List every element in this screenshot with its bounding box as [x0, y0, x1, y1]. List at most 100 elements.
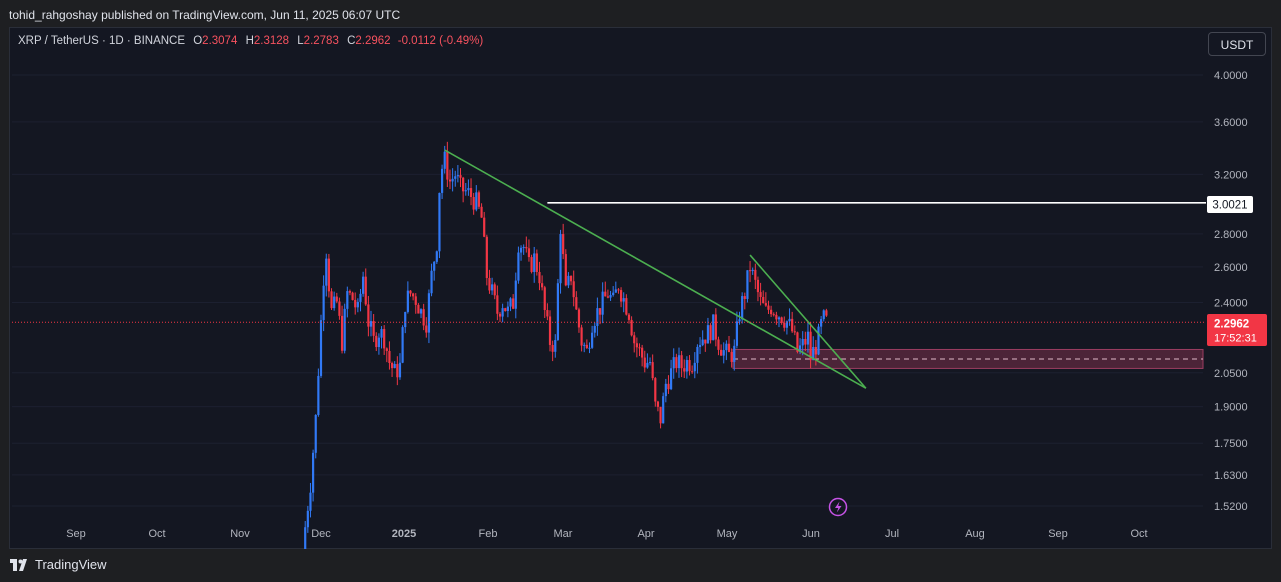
candle-body — [754, 269, 757, 280]
candle-body — [527, 248, 531, 258]
candle-body — [525, 246, 528, 249]
candle-body — [651, 362, 654, 379]
candle-body — [564, 254, 567, 286]
brand[interactable]: TradingView — [10, 557, 107, 572]
candle-body — [354, 299, 357, 308]
candle-body — [427, 293, 431, 333]
candle-body — [356, 301, 359, 308]
candle-body — [791, 318, 794, 332]
x-tick-label: Jun — [802, 528, 820, 540]
candle-body — [369, 321, 373, 327]
x-tick-label: Nov — [230, 528, 250, 540]
candle-body — [412, 293, 415, 297]
y-tick-label: 2.8000 — [1214, 229, 1248, 241]
low-label: L — [297, 35, 304, 47]
candle-body — [327, 258, 330, 292]
candle-body — [643, 357, 646, 368]
time-axis[interactable]: Sep Oct Nov Dec 2025 Feb Mar Apr May Jun Jul Aug Sep… — [66, 528, 1147, 540]
candle-body — [367, 304, 370, 327]
candle-body — [406, 290, 409, 312]
candle-body — [675, 357, 678, 369]
symbol-legend[interactable]: XRP / TetherUS · 1D · BINANCE O2.3074 H2… — [18, 35, 483, 47]
candle-body — [362, 276, 365, 294]
candle-body — [756, 279, 760, 293]
publisher-text: tohid_rahgoshay published on TradingView… — [9, 8, 401, 22]
candle-body — [809, 331, 812, 361]
candle-body — [522, 246, 525, 248]
candle-body — [606, 296, 610, 298]
candle-body — [322, 285, 325, 321]
price-labels: 3.0021 2.2962 17:52:31 — [1207, 196, 1267, 346]
currency-button[interactable]: USDT — [1208, 32, 1266, 56]
candle-body — [517, 252, 520, 281]
candle-body — [409, 290, 412, 294]
candle-body — [309, 492, 312, 511]
candle-body — [693, 362, 696, 372]
candle-body — [727, 343, 731, 353]
x-tick-label: Aug — [965, 528, 985, 540]
grid — [12, 74, 1203, 507]
candle-body — [677, 355, 681, 369]
candle-body — [685, 360, 688, 372]
candle-body — [440, 168, 444, 193]
x-tick-label: Mar — [554, 528, 573, 540]
candle-body — [825, 310, 828, 316]
candle-body — [764, 303, 767, 306]
candle-body — [664, 383, 667, 397]
price-chart[interactable]: 4.0000 3.6000 3.2000 2.8000 2.6000 2.4000 2.05… — [0, 0, 1281, 549]
candle-body — [696, 346, 699, 363]
candle-body — [738, 319, 741, 322]
y-tick-label: 1.6300 — [1214, 470, 1248, 482]
y-tick-label: 2.4000 — [1214, 298, 1248, 310]
y-tick-label: 1.7500 — [1214, 438, 1248, 450]
candle-body — [562, 234, 565, 255]
candle-body — [617, 289, 620, 291]
candle-body — [404, 311, 407, 328]
candle-body — [396, 364, 399, 378]
candle-body — [622, 298, 625, 302]
candle-body — [488, 278, 491, 291]
resistance-price-tag — [1207, 196, 1253, 213]
candle-body — [459, 175, 462, 178]
candle-body — [509, 298, 512, 307]
candle-body — [490, 284, 494, 291]
candle-body — [514, 280, 517, 309]
candle-body — [480, 206, 483, 218]
x-tick-label: Sep — [1048, 528, 1068, 540]
price-axis[interactable]: 4.0000 3.6000 3.2000 2.8000 2.6000 2.4000 2.05… — [1214, 70, 1248, 513]
high-label: H — [245, 35, 254, 47]
candle-body — [317, 375, 320, 415]
candle-body — [417, 304, 420, 314]
candle-body — [398, 362, 402, 378]
candle-body — [601, 291, 604, 315]
candle-body — [654, 378, 657, 402]
candle-body — [451, 178, 454, 182]
candle-body — [669, 368, 673, 390]
trendline[interactable] — [749, 254, 867, 389]
candle-body — [338, 301, 341, 316]
candle-body — [720, 349, 723, 356]
candle-body — [751, 269, 754, 272]
candle-body — [575, 297, 578, 310]
resistance-price-label: 3.0021 — [1212, 200, 1247, 212]
trendline[interactable] — [444, 149, 867, 389]
candle-body — [438, 192, 441, 252]
candle-body — [714, 314, 717, 340]
candle-body — [759, 292, 762, 298]
candle-body — [659, 406, 662, 424]
candle-body — [730, 352, 733, 362]
symbol-name[interactable]: XRP / TetherUS · 1D · BINANCE — [18, 35, 186, 47]
candle-body — [375, 335, 378, 348]
candle-body — [612, 292, 615, 296]
candles — [304, 141, 828, 549]
candle-body — [551, 344, 554, 352]
candle-body — [372, 321, 375, 336]
candle-body — [385, 348, 388, 351]
candle-body — [662, 396, 665, 424]
candle-body — [772, 314, 775, 316]
candle-body — [343, 308, 346, 351]
chart-panel[interactable] — [9, 27, 1272, 549]
candle-body — [801, 338, 804, 346]
candle-body — [483, 217, 486, 237]
lightning-icon[interactable] — [828, 497, 848, 517]
